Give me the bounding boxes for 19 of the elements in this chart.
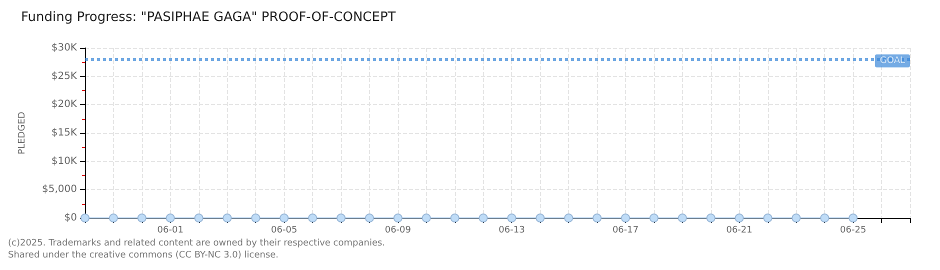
y-tick-label: $20K	[51, 99, 78, 110]
y-tick-label: $0	[64, 212, 77, 224]
text: (c)2025. Trademarks and related content are owned by their respective companies.	[8, 238, 386, 248]
y-tick-label: $10K	[51, 156, 78, 167]
y-tick-label: $25K	[51, 70, 78, 82]
x-tick-label: 06-21	[726, 226, 752, 236]
text: Shared under the creative commons (CC BY-NC 3.0) license.	[8, 250, 279, 260]
x-tick-label: 06-09	[384, 226, 412, 236]
y-tick-label: $5,000	[42, 184, 77, 196]
x-tick-label: 06-05	[271, 226, 298, 236]
chart-title: Funding Progress: "PASIPHAE GAGA" PROOF-OF-CONCEPT	[21, 10, 396, 25]
x-tick-label: 06-17	[612, 226, 639, 236]
y-tick-label: $15K	[51, 128, 78, 138]
ref-line-label: GOAL	[880, 56, 905, 66]
y-tick-label: $30K	[51, 42, 78, 54]
x-tick-label: 06-01	[157, 226, 184, 236]
x-tick-label: 06-13	[498, 226, 525, 236]
y-axis-title: PLEDGED	[18, 112, 28, 154]
x-tick-label: 06-25	[840, 226, 866, 236]
